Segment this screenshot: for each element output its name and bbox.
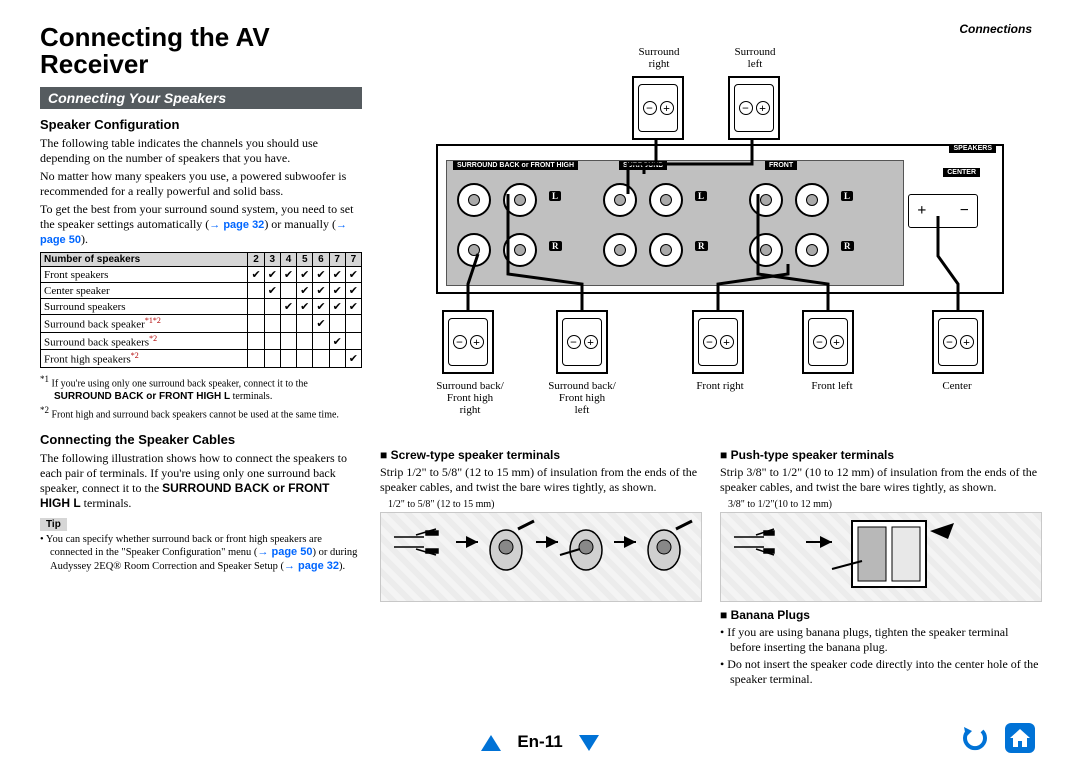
table-row: Surround back speakers*2✔ (41, 332, 362, 350)
page-title: Connecting the AV Receiver (40, 24, 362, 79)
table-row: Front speakers✔✔✔✔✔✔✔ (41, 267, 362, 283)
tag-surround: SURROUND (619, 161, 667, 170)
speaker-center: −+ (932, 310, 984, 374)
push-dimension: 3/8" to 1/2"(10 to 12 mm) (728, 499, 1042, 510)
screw-terminal-diagram (380, 512, 702, 602)
col-2: 2 (248, 253, 264, 267)
banana-item-2: Do not insert the speaker code directly … (720, 657, 1042, 687)
col-7a: 7 (329, 253, 345, 267)
screw-steps-icon (386, 517, 696, 597)
speaker-front-left: −+ (802, 310, 854, 374)
para-push: Strip 3/8" to 1/2" (10 to 12 mm) of insu… (720, 465, 1042, 495)
tag-center: CENTER (943, 168, 980, 177)
prev-page-icon[interactable] (481, 735, 501, 751)
speaker-config-heading: Speaker Configuration (40, 117, 362, 132)
col-5: 5 (297, 253, 313, 267)
receiver-rear-panel: SPEAKERS SURROUND BACK or FRONT HIGH SUR… (436, 144, 1004, 294)
section-heading: Connecting Your Speakers (40, 87, 362, 109)
link-page-50-b[interactable]: → page 50 (257, 546, 312, 558)
table-row: Front high speakers*2✔ (41, 350, 362, 368)
speaker-wiring-diagram: Surroundright Surroundleft −+ −+ SPEAKER… (398, 46, 1042, 426)
speaker-surround-left: −+ (728, 76, 780, 140)
push-terminal-diagram (720, 512, 1042, 602)
tag-sb: SURROUND BACK or FRONT HIGH (453, 161, 578, 170)
para-cables: The following illustration shows how to … (40, 451, 362, 511)
next-page-icon[interactable] (579, 735, 599, 751)
footnote-2: *2 Front high and surround back speakers… (54, 405, 362, 422)
para-sc-2: No matter how many speakers you use, a p… (40, 169, 362, 199)
speaker-surround-right: −+ (632, 76, 684, 140)
para-screw: Strip 1/2" to 5/8" (12 to 15 mm) of insu… (380, 465, 702, 495)
speaker-config-table: Number of speakers 2 3 4 5 6 7 7 Front s… (40, 252, 362, 368)
table-row: Surround back speaker*1*2✔ (41, 315, 362, 333)
banana-heading: Banana Plugs (720, 608, 1042, 622)
para-sc-1: The following table indicates the channe… (40, 136, 362, 166)
speaker-sb-right: −+ (442, 310, 494, 374)
table-header-label: Number of speakers (41, 253, 248, 267)
footnote-1: *1 If you're using only one surround bac… (54, 374, 362, 403)
tag-front: FRONT (765, 161, 797, 170)
label-front-right: Front right (680, 380, 760, 392)
page-number-text: En-11 (517, 732, 562, 751)
screw-heading: Screw-type speaker terminals (380, 448, 702, 462)
link-page-32-b[interactable]: → page 32 (284, 560, 339, 572)
tag-speakers: SPEAKERS (949, 144, 996, 153)
label-center: Center (922, 380, 992, 392)
banana-item-1: If you are using banana plugs, tighten t… (720, 625, 1042, 655)
speaker-sb-left: −+ (556, 310, 608, 374)
breadcrumb: Connections (959, 22, 1032, 36)
tip-label: Tip (40, 518, 67, 531)
push-steps-icon (726, 517, 1036, 597)
col-7b: 7 (345, 253, 361, 267)
table-row: Center speaker✔✔✔✔✔ (41, 283, 362, 299)
para-sc-3: To get the best from your surround sound… (40, 202, 362, 249)
screw-dimension: 1/2" to 5/8" (12 to 15 mm) (388, 499, 702, 510)
col-4: 4 (280, 253, 296, 267)
label-sb-left: Surround back/Front highleft (532, 380, 632, 416)
link-page-32[interactable]: → page 32 (209, 219, 264, 231)
col-6: 6 (313, 253, 329, 267)
table-row: Surround speakers✔✔✔✔✔ (41, 299, 362, 315)
label-sb-right: Surround back/Front highright (420, 380, 520, 416)
label-front-left: Front left (792, 380, 872, 392)
push-heading: Push-type speaker terminals (720, 448, 1042, 462)
cables-heading: Connecting the Speaker Cables (40, 432, 362, 447)
back-icon[interactable] (960, 723, 990, 753)
label-surr-left: Surroundleft (720, 46, 790, 70)
page-number: En-11 (0, 732, 1080, 752)
tip-item: You can specify whether surround back or… (40, 533, 362, 574)
home-icon[interactable] (1004, 722, 1036, 754)
col-3: 3 (264, 253, 280, 267)
speaker-front-right: −+ (692, 310, 744, 374)
label-surr-right: Surroundright (624, 46, 694, 70)
